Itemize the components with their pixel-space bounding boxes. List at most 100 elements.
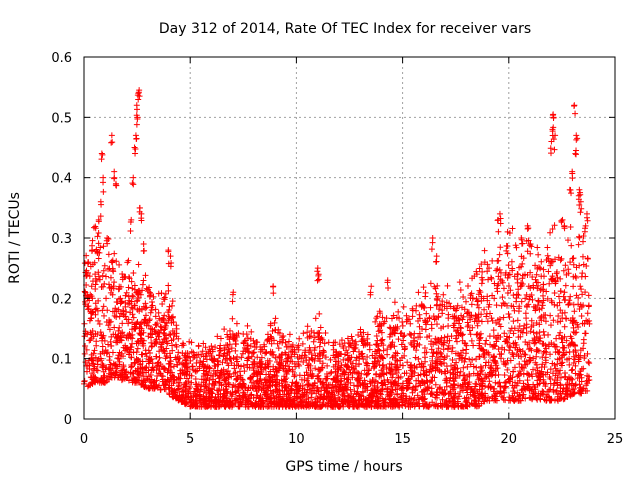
data-point bbox=[109, 259, 116, 266]
data-point bbox=[510, 368, 517, 375]
data-point bbox=[199, 348, 206, 355]
data-point bbox=[500, 396, 507, 403]
data-point bbox=[202, 344, 209, 351]
data-point bbox=[140, 241, 147, 248]
data-point bbox=[586, 360, 593, 367]
data-point bbox=[244, 403, 251, 410]
data-point bbox=[571, 356, 578, 363]
data-point bbox=[133, 121, 140, 128]
data-point bbox=[258, 363, 265, 370]
data-point bbox=[490, 353, 497, 360]
data-point bbox=[373, 393, 380, 400]
data-point bbox=[207, 394, 214, 401]
data-point bbox=[86, 337, 93, 344]
data-point bbox=[585, 359, 592, 366]
data-point bbox=[415, 355, 422, 362]
data-point bbox=[192, 375, 199, 382]
data-point bbox=[192, 400, 199, 407]
data-point bbox=[483, 313, 490, 320]
data-point bbox=[332, 358, 339, 365]
data-point bbox=[122, 273, 129, 280]
data-point bbox=[99, 364, 106, 371]
data-point bbox=[188, 372, 195, 379]
data-point bbox=[444, 345, 451, 352]
data-point bbox=[115, 352, 122, 359]
data-point bbox=[545, 255, 552, 262]
data-point bbox=[342, 396, 349, 403]
data-point bbox=[543, 349, 550, 356]
data-point bbox=[95, 269, 102, 276]
data-point bbox=[303, 369, 310, 376]
data-point bbox=[536, 380, 543, 387]
data-point bbox=[494, 258, 501, 265]
data-point bbox=[353, 357, 360, 364]
data-point bbox=[570, 382, 577, 389]
data-point bbox=[369, 377, 376, 384]
data-point bbox=[253, 402, 260, 409]
data-point bbox=[314, 277, 321, 284]
data-point bbox=[156, 382, 163, 389]
data-point bbox=[173, 393, 180, 400]
data-point bbox=[159, 300, 166, 307]
data-point bbox=[434, 293, 441, 300]
data-point bbox=[399, 398, 406, 405]
data-point bbox=[384, 351, 391, 358]
data-point bbox=[447, 303, 454, 310]
data-point bbox=[550, 124, 557, 131]
data-point bbox=[95, 273, 102, 280]
data-point bbox=[312, 315, 319, 322]
data-point bbox=[437, 349, 444, 356]
data-point bbox=[568, 242, 575, 249]
data-point bbox=[379, 395, 386, 402]
data-point bbox=[200, 358, 207, 365]
data-point bbox=[244, 342, 251, 349]
data-point bbox=[538, 364, 545, 371]
data-point bbox=[386, 365, 393, 372]
data-point bbox=[550, 341, 557, 348]
data-point bbox=[491, 357, 498, 364]
data-point bbox=[428, 390, 435, 397]
data-point bbox=[560, 267, 567, 274]
data-point bbox=[244, 357, 251, 364]
data-point bbox=[566, 381, 573, 388]
data-point bbox=[377, 390, 384, 397]
data-point bbox=[163, 379, 170, 386]
data-point bbox=[493, 319, 500, 326]
data-point bbox=[286, 331, 293, 338]
data-point bbox=[524, 377, 531, 384]
data-point bbox=[353, 391, 360, 398]
data-point bbox=[358, 333, 365, 340]
data-point bbox=[140, 303, 147, 310]
data-point bbox=[453, 317, 460, 324]
data-point bbox=[408, 361, 415, 368]
data-point bbox=[422, 318, 429, 325]
data-point bbox=[206, 365, 213, 372]
data-point bbox=[279, 351, 286, 358]
data-point bbox=[441, 334, 448, 341]
data-point bbox=[139, 281, 146, 288]
data-point bbox=[494, 265, 501, 272]
data-point bbox=[229, 298, 236, 305]
data-point bbox=[320, 347, 327, 354]
data-point bbox=[502, 360, 509, 367]
data-point bbox=[148, 343, 155, 350]
data-point bbox=[478, 367, 485, 374]
data-point bbox=[522, 395, 529, 402]
data-point bbox=[222, 402, 229, 409]
data-point bbox=[158, 341, 165, 348]
data-point bbox=[490, 327, 497, 334]
data-point bbox=[391, 343, 398, 350]
data-point bbox=[525, 301, 532, 308]
data-point bbox=[109, 349, 116, 356]
data-point bbox=[454, 350, 461, 357]
data-point bbox=[160, 295, 167, 302]
data-point bbox=[363, 362, 370, 369]
data-point bbox=[438, 389, 445, 396]
data-point bbox=[526, 372, 533, 379]
data-point bbox=[510, 330, 517, 337]
data-point bbox=[506, 334, 513, 341]
data-point bbox=[416, 396, 423, 403]
data-point bbox=[380, 347, 387, 354]
data-point bbox=[138, 325, 145, 332]
data-point bbox=[348, 342, 355, 349]
